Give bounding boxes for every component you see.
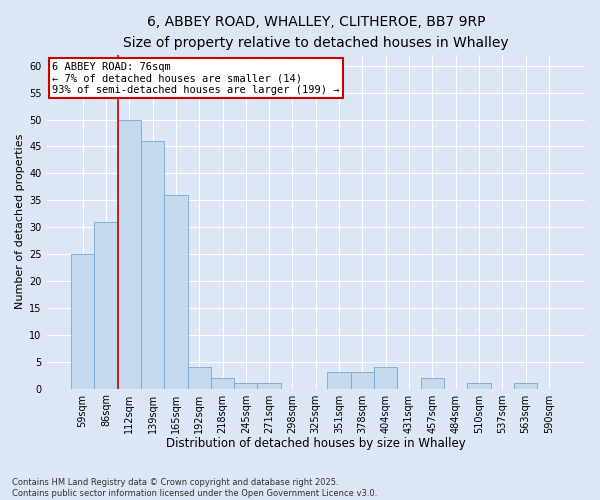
Bar [467, 383, 491, 388]
Bar [141, 141, 164, 388]
Bar [421, 378, 444, 388]
Bar [257, 383, 281, 388]
Title: 6, ABBEY ROAD, WHALLEY, CLITHEROE, BB7 9RP
Size of property relative to detached: 6, ABBEY ROAD, WHALLEY, CLITHEROE, BB7 9… [123, 15, 509, 50]
Bar [234, 383, 257, 388]
Bar [211, 378, 234, 388]
Bar [164, 195, 188, 388]
Bar [514, 383, 537, 388]
Bar [188, 367, 211, 388]
X-axis label: Distribution of detached houses by size in Whalley: Distribution of detached houses by size … [166, 437, 466, 450]
Bar [94, 222, 118, 388]
Text: 6 ABBEY ROAD: 76sqm
← 7% of detached houses are smaller (14)
93% of semi-detache: 6 ABBEY ROAD: 76sqm ← 7% of detached hou… [52, 62, 340, 95]
Bar [118, 120, 141, 388]
Bar [351, 372, 374, 388]
Bar [71, 254, 94, 388]
Bar [374, 367, 397, 388]
Y-axis label: Number of detached properties: Number of detached properties [15, 134, 25, 310]
Text: Contains HM Land Registry data © Crown copyright and database right 2025.
Contai: Contains HM Land Registry data © Crown c… [12, 478, 377, 498]
Bar [328, 372, 351, 388]
